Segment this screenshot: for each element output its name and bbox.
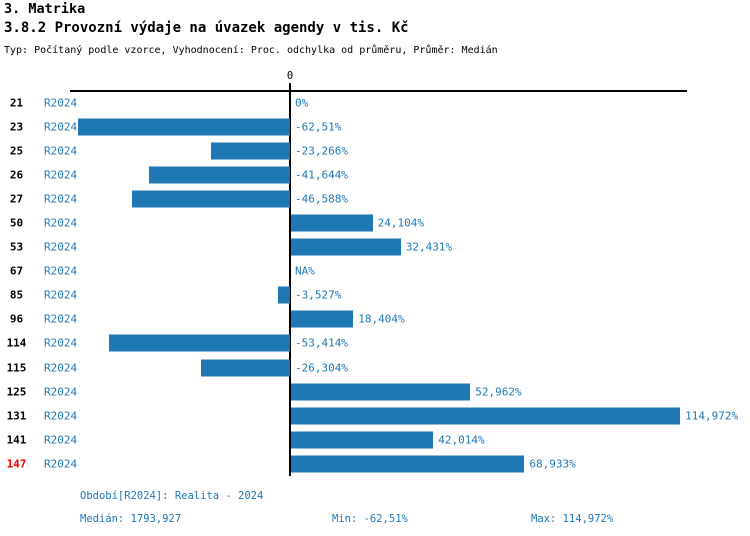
row-period-label: R2024 [44, 312, 78, 326]
bar [132, 190, 290, 208]
bar-value-label: -46,588% [295, 192, 348, 206]
bar [291, 214, 373, 232]
footer-max-value: Max: 114,972% [531, 513, 614, 525]
chart-row: 53 R2024 32,431% [0, 235, 750, 259]
chart-row: 21 R2024 0% [0, 91, 750, 115]
chart-row: 26 R2024 -41,644% [0, 163, 750, 187]
bar-value-label: -41,644% [295, 168, 348, 182]
row-period-label: R2024 [44, 361, 78, 375]
axis-zero-tick-label: 0 [286, 70, 294, 82]
row-period-label: R2024 [44, 433, 78, 447]
row-category-label: 53 [9, 240, 24, 254]
bar-value-label: -23,266% [295, 144, 348, 158]
bar-value-label: 42,014% [438, 433, 485, 447]
row-category-label: 125 [6, 385, 27, 399]
bar [291, 455, 525, 473]
bar-value-label: -26,304% [295, 361, 348, 375]
axis-zero-tick-mark [289, 83, 291, 91]
bar [78, 118, 290, 136]
report-section-title: 3. Matrika [4, 1, 86, 17]
bar [291, 310, 354, 328]
row-category-label: 67 [9, 264, 24, 278]
row-category-label: 26 [9, 168, 24, 182]
chart-row: 114 R2024 -53,414% [0, 331, 750, 355]
row-period-label: R2024 [44, 96, 78, 110]
chart-row: 50 R2024 24,104% [0, 211, 750, 235]
bar-value-label: 114,972% [685, 409, 739, 423]
chart-meta-line: Typ: Počítaný podle vzorce, Vyhodnocení:… [4, 45, 498, 56]
chart-row: 25 R2024 -23,266% [0, 139, 750, 163]
row-period-label: R2024 [44, 409, 78, 423]
bar [291, 407, 681, 425]
bar-value-label: 18,404% [358, 312, 405, 326]
chart-row: 85 R2024 -3,527% [0, 283, 750, 307]
row-category-label: 147 [6, 457, 27, 471]
row-category-label: 131 [6, 409, 27, 423]
chart-title: 3.8.2 Provozní výdaje na úvazek agendy v… [4, 20, 409, 36]
chart-row: 27 R2024 -46,588% [0, 187, 750, 211]
row-period-label: R2024 [44, 336, 78, 350]
chart-row: 67 R2024 NA% [0, 259, 750, 283]
axis-top-spine [70, 90, 687, 92]
row-category-label: 27 [9, 192, 24, 206]
chart-row: 141 R2024 42,014% [0, 428, 750, 452]
bar [291, 383, 471, 401]
row-category-label: 23 [9, 120, 24, 134]
chart-row: 96 R2024 18,404% [0, 307, 750, 331]
bar [291, 238, 401, 256]
row-category-label: 141 [6, 433, 27, 447]
chart-row: 125 R2024 52,962% [0, 380, 750, 404]
row-category-label: 21 [9, 96, 24, 110]
row-category-label: 85 [9, 288, 24, 302]
footer-median-value: Medián: 1793,927 [80, 513, 182, 525]
chart-row: 147 R2024 68,933% [0, 452, 750, 476]
row-period-label: R2024 [44, 216, 78, 230]
row-category-label: 25 [9, 144, 24, 158]
chart-row: 115 R2024 -26,304% [0, 355, 750, 379]
footer-min-value: Min: -62,51% [332, 513, 408, 525]
bar-value-label: 32,431% [405, 240, 453, 254]
row-category-label: 115 [6, 361, 27, 375]
bar-value-label: -62,51% [295, 120, 342, 134]
chart-row: 131 R2024 114,972% [0, 404, 750, 428]
row-period-label: R2024 [44, 264, 78, 278]
bar [291, 431, 434, 449]
bar [109, 334, 290, 352]
row-category-label: 96 [9, 312, 24, 326]
bar-value-label: 68,933% [529, 457, 576, 471]
row-period-label: R2024 [44, 288, 78, 302]
bar-value-label: -3,527% [295, 288, 342, 302]
axis-zero-line [289, 90, 291, 476]
row-period-label: R2024 [44, 120, 78, 134]
row-period-label: R2024 [44, 192, 78, 206]
bar [200, 359, 290, 377]
row-period-label: R2024 [44, 168, 78, 182]
row-category-label: 50 [9, 216, 24, 230]
row-period-label: R2024 [44, 144, 78, 158]
bar-value-label: -53,414% [295, 336, 348, 350]
row-period-label: R2024 [44, 385, 78, 399]
chart-row: 23 R2024 -62,51% [0, 115, 750, 139]
bar-value-label: 52,962% [475, 385, 522, 399]
row-category-label: 114 [6, 336, 27, 350]
bar-value-label: NA% [295, 264, 315, 278]
bar [149, 166, 290, 184]
bar-value-label: 24,104% [377, 216, 424, 230]
row-period-label: R2024 [44, 457, 78, 471]
bar-value-label: 0% [295, 96, 309, 110]
bar [278, 286, 290, 304]
bar [211, 142, 290, 160]
footer-period-line: Období[R2024]: Realita - 2024 [80, 490, 264, 502]
row-period-label: R2024 [44, 240, 78, 254]
